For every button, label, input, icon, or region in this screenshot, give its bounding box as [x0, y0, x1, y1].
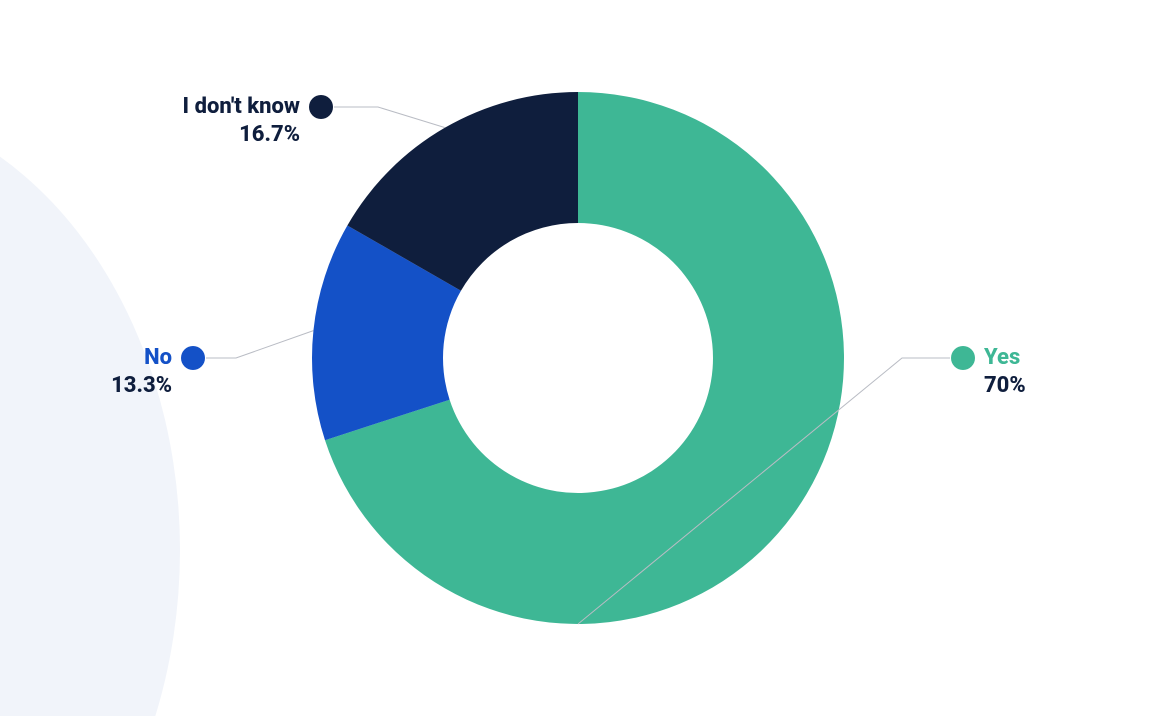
label-pct-no: 13.3%: [111, 372, 172, 400]
label-pct-yes: 70%: [984, 372, 1026, 400]
leader-line-no: [206, 331, 313, 358]
legend-dot-no: [181, 346, 205, 370]
label-name-no: No: [111, 344, 172, 372]
label-name-idk: I don't know: [183, 93, 300, 121]
donut-chart: [0, 0, 1154, 716]
label-pct-idk: 16.7%: [183, 121, 300, 149]
legend-dot-yes: [951, 346, 975, 370]
label-name-yes: Yes: [984, 344, 1026, 372]
label-no: No13.3%: [111, 344, 172, 399]
legend-dot-idk: [309, 95, 333, 119]
label-idk: I don't know16.7%: [183, 93, 300, 148]
label-yes: Yes70%: [984, 344, 1026, 399]
leader-line-idk: [334, 107, 445, 128]
